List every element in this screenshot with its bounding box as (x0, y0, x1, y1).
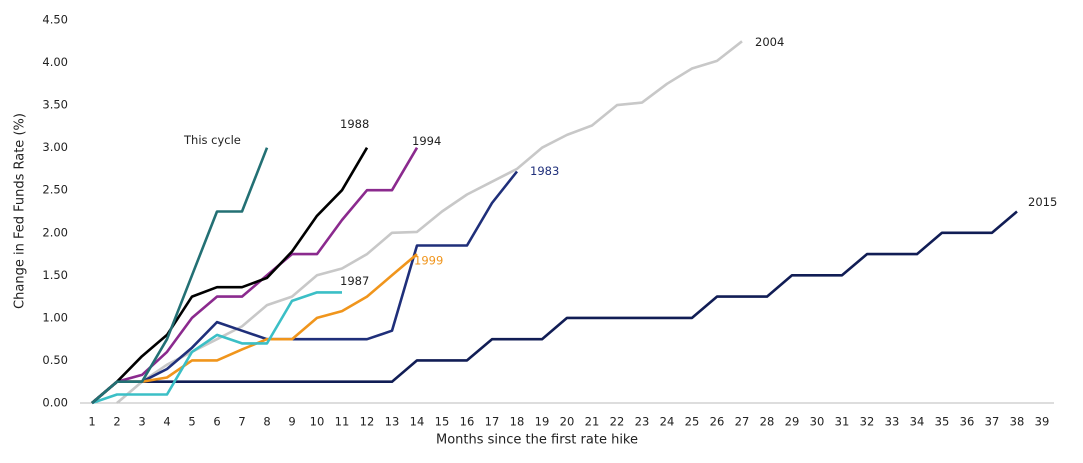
series-label: 1994 (412, 134, 441, 148)
series-label: 1988 (340, 117, 369, 131)
series-line (91, 210, 1018, 404)
x-tick-label: 15 (435, 415, 450, 429)
series-label: 1983 (530, 164, 559, 178)
x-tick-label: 19 (535, 415, 550, 429)
y-tick-label: 3.50 (42, 98, 68, 112)
y-tick-label: 0.00 (42, 396, 68, 410)
x-tick-label: 6 (213, 415, 220, 429)
y-tick-label: 4.50 (42, 13, 68, 27)
y-tick-label: 2.50 (42, 183, 68, 197)
x-tick-label: 35 (935, 415, 950, 429)
x-tick-label: 16 (460, 415, 475, 429)
series-label: 2004 (755, 35, 784, 49)
x-tick-label: 22 (610, 415, 625, 429)
series-label: This cycle (183, 133, 241, 147)
x-tick-label: 9 (288, 415, 295, 429)
x-tick-label: 24 (660, 415, 675, 429)
x-tick-label: 28 (760, 415, 775, 429)
x-tick-label: 21 (585, 415, 600, 429)
x-tick-label: 32 (860, 415, 875, 429)
series-label: 2015 (1028, 195, 1057, 209)
y-tick-label: 2.00 (42, 225, 68, 239)
x-tick-label: 23 (635, 415, 650, 429)
x-tick-label: 14 (410, 415, 425, 429)
x-tick-label: 30 (810, 415, 825, 429)
y-tick-label: 3.00 (42, 140, 68, 154)
x-tick-label: 33 (885, 415, 900, 429)
x-tick-label: 8 (263, 415, 270, 429)
x-tick-label: 4 (163, 415, 170, 429)
x-tick-label: 38 (1010, 415, 1025, 429)
x-tick-label: 5 (188, 415, 195, 429)
x-tick-label: 13 (385, 415, 400, 429)
x-tick-label: 26 (710, 415, 725, 429)
x-tick-label: 7 (238, 415, 245, 429)
x-tick-label: 10 (310, 415, 325, 429)
y-tick-label: 1.00 (42, 310, 68, 324)
series-label: 1987 (340, 274, 369, 288)
series-label: 1999 (414, 254, 443, 268)
x-tick-label: 34 (910, 415, 925, 429)
x-tick-label: 18 (510, 415, 525, 429)
y-tick-label: 4.00 (42, 55, 68, 69)
x-tick-label: 25 (685, 415, 700, 429)
x-tick-label: 2 (113, 415, 120, 429)
series-line (91, 147, 419, 404)
x-tick-label: 36 (960, 415, 975, 429)
x-tick-label: 3 (138, 415, 145, 429)
x-tick-label: 29 (785, 415, 800, 429)
x-tick-label: 20 (560, 415, 575, 429)
x-tick-label: 12 (360, 415, 375, 429)
series-line (91, 147, 269, 404)
series-line (91, 147, 369, 404)
x-tick-label: 11 (335, 415, 350, 429)
x-tick-label: 17 (485, 415, 500, 429)
y-tick-label: 0.50 (42, 353, 68, 367)
x-tick-label: 37 (985, 415, 1000, 429)
y-axis-title: Change in Fed Funds Rate (%) (13, 113, 28, 309)
series-line (91, 291, 342, 405)
x-tick-label: 1 (88, 415, 95, 429)
series-line (116, 40, 743, 404)
x-tick-label: 39 (1035, 415, 1050, 429)
x-tick-label: 31 (835, 415, 850, 429)
x-tick-label: 27 (735, 415, 750, 429)
x-axis-title: Months since the first rate hike (436, 433, 638, 448)
y-tick-label: 1.50 (42, 268, 68, 282)
series-line (91, 170, 519, 404)
